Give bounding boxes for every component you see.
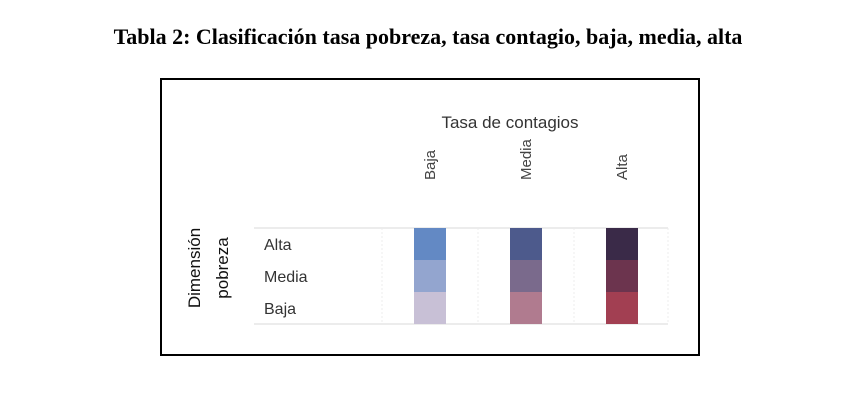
- heatmap-cell: [414, 260, 446, 292]
- heatmap-cell: [606, 260, 638, 292]
- chart-frame: Tasa de contagios Dimensión pobreza Baja M…: [160, 78, 700, 356]
- heatmap-cell: [606, 228, 638, 260]
- heatmap-cell: [510, 292, 542, 324]
- column-label: Media: [518, 138, 535, 180]
- heatmap-cell: [414, 228, 446, 260]
- x-axis-label: Tasa de contagios: [441, 113, 578, 132]
- heatmap-cells: [414, 228, 638, 324]
- column-labels: Baja Media Alta: [422, 138, 631, 180]
- y-axis-label-line: Dimensión: [185, 228, 204, 308]
- row-label: Alta: [264, 237, 292, 254]
- row-labels: Alta Media Baja: [264, 237, 308, 318]
- y-axis-label: Dimensión pobreza: [185, 228, 232, 308]
- table-caption: Tabla 2: Clasificación tasa pobreza, tas…: [113, 24, 743, 49]
- y-axis-label-line: pobreza: [213, 237, 232, 299]
- column-label: Alta: [614, 153, 631, 180]
- column-label: Baja: [422, 149, 439, 180]
- row-label: Media: [264, 269, 308, 286]
- heatmap-cell: [414, 292, 446, 324]
- heatmap-cell: [606, 292, 638, 324]
- grid-lines: [254, 227, 669, 325]
- heatmap-cell: [510, 260, 542, 292]
- heatmap-chart: Tasa de contagios Dimensión pobreza Baja M…: [185, 113, 669, 325]
- row-label: Baja: [264, 301, 296, 318]
- heatmap-cell: [510, 228, 542, 260]
